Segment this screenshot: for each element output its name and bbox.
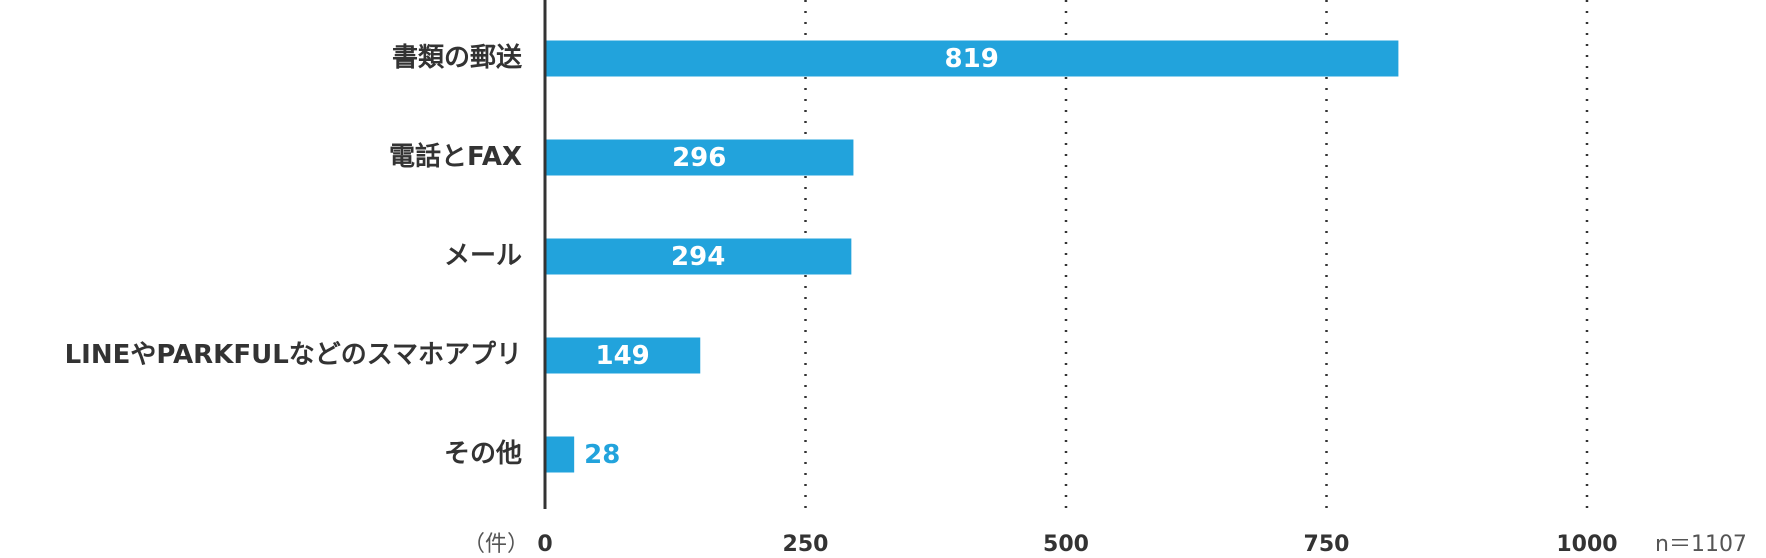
category-label: メール [444, 241, 522, 271]
x-tick-label: 250 [783, 532, 829, 557]
category-label: 書類の郵送 [392, 43, 522, 73]
unit-label: （件） [463, 532, 529, 557]
x-tick-label: 0 [537, 532, 552, 557]
bar [545, 337, 701, 374]
x-tick-label: 500 [1043, 532, 1089, 557]
bar [545, 139, 854, 176]
value-label: 294 [671, 242, 725, 272]
sample-size-note: n＝1107 [1655, 532, 1747, 557]
category-label: LINEやPARKFULなどのスマホアプリ [65, 340, 522, 370]
value-label: 149 [595, 341, 649, 371]
x-tick-label: 750 [1304, 532, 1350, 557]
value-label: 28 [584, 440, 620, 470]
category-label: 電話とFAX [389, 141, 522, 172]
bar [545, 436, 575, 473]
x-tick-label: 1000 [1556, 532, 1617, 557]
value-label: 296 [672, 143, 726, 173]
category-label: その他 [444, 439, 522, 469]
bar [545, 40, 1399, 77]
bar [545, 238, 852, 275]
value-label: 819 [945, 44, 999, 74]
